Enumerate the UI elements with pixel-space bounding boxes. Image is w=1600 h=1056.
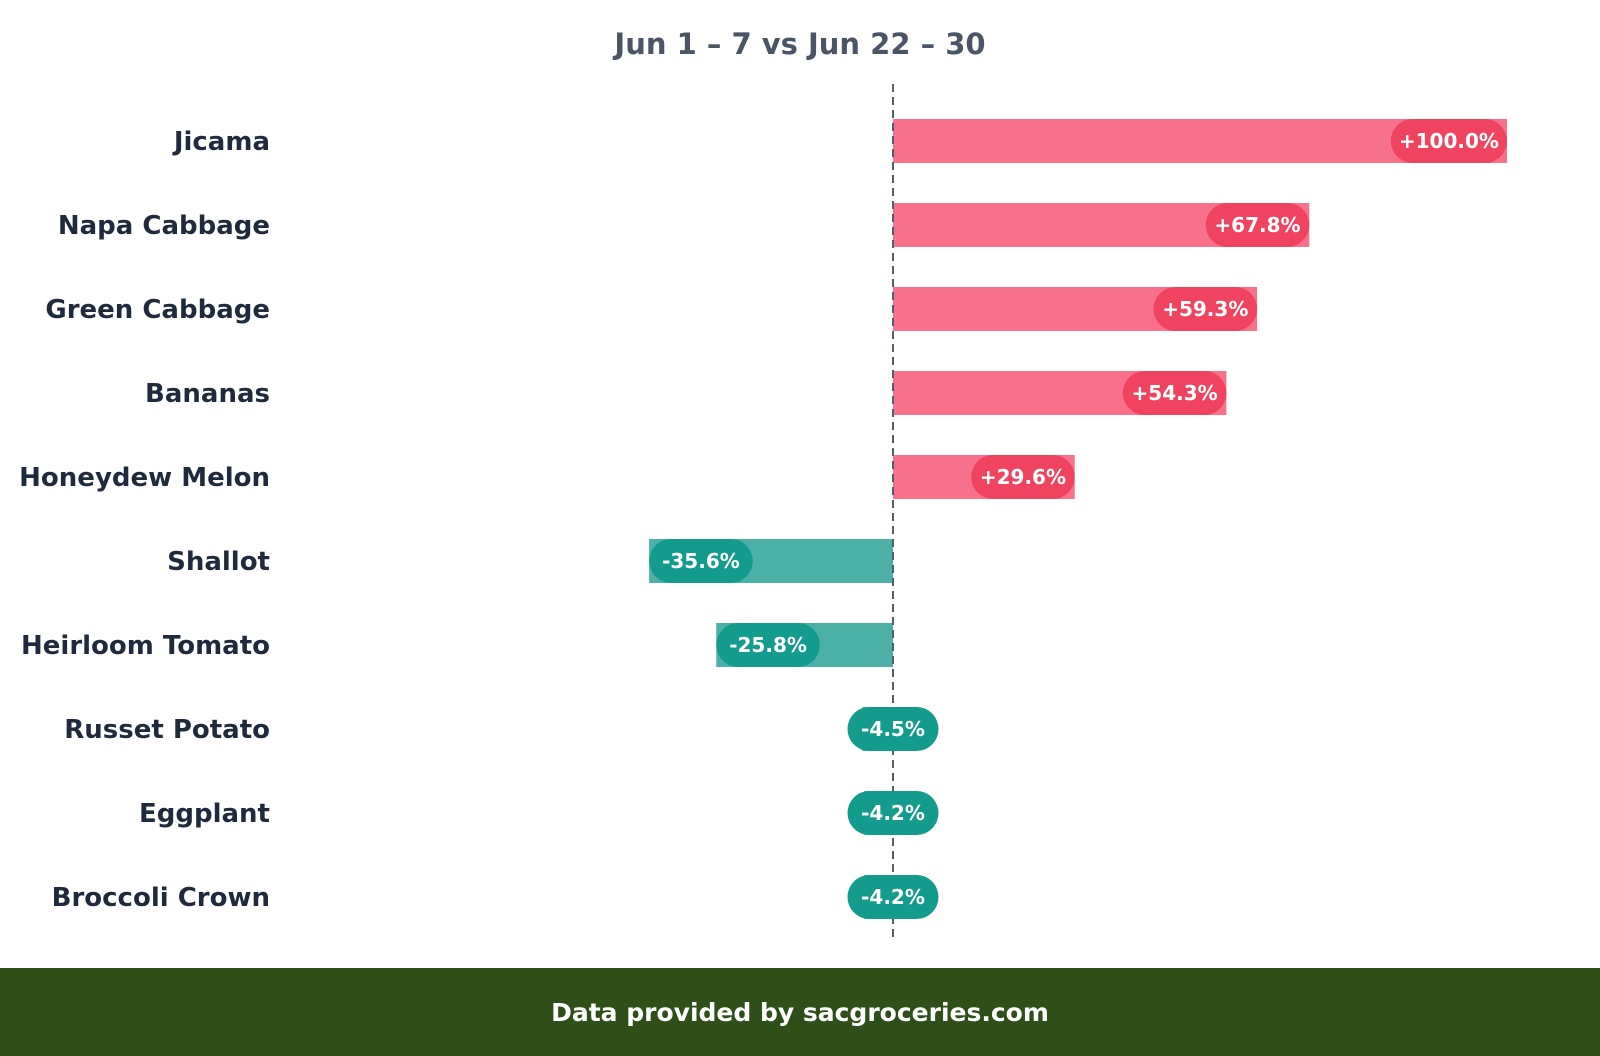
value-pill [1205, 203, 1310, 247]
value-label: -25.8% [729, 633, 807, 657]
category-label: Shallot [167, 547, 270, 577]
category-label: Honeydew Melon [19, 463, 270, 493]
value-pill [716, 623, 820, 667]
footer-text: Data provided by sacgroceries.com [551, 997, 1049, 1027]
value-label: +59.3% [1162, 297, 1248, 321]
category-label: Broccoli Crown [52, 883, 270, 913]
value-label: +100.0% [1399, 129, 1499, 153]
value-labels-layer: +100.0% +67.8% +59.3% +54.3% +29.6% -35.6% -25… [649, 119, 1507, 919]
value-label: +29.6% [980, 465, 1066, 489]
chart-title: Jun 1 – 7 vs Jun 22 – 30 [612, 27, 985, 61]
value-pill [847, 791, 939, 835]
chart-canvas: Jun 1 – 7 vs Jun 22 – 30 +100.0% +67.8% +5… [19, 27, 1507, 940]
value-label: -35.6% [662, 549, 740, 573]
category-label: Eggplant [139, 799, 270, 829]
value-pill [1390, 119, 1507, 163]
bars-layer [649, 119, 1507, 919]
category-label: Napa Cabbage [58, 211, 270, 241]
value-label: +67.8% [1214, 213, 1300, 237]
footer-banner: Data provided by sacgroceries.com [0, 968, 1600, 1056]
value-label: -4.2% [861, 885, 925, 909]
diverging-bar-chart: Jun 1 – 7 vs Jun 22 – 30 +100.0% +67.8% +5… [19, 27, 1507, 940]
value-pill [847, 875, 939, 919]
value-pill [1122, 371, 1227, 415]
value-pill [1153, 287, 1258, 331]
category-label: Jicama [172, 127, 270, 157]
value-label: -4.2% [861, 801, 925, 825]
category-label: Heirloom Tomato [21, 631, 270, 661]
value-pill [847, 707, 939, 751]
category-label: Russet Potato [64, 715, 270, 745]
category-label: Bananas [145, 379, 270, 409]
value-pill [649, 539, 753, 583]
value-label: -4.5% [861, 717, 925, 741]
value-label: +54.3% [1132, 381, 1218, 405]
category-label: Green Cabbage [45, 295, 270, 325]
category-labels-layer: Jicama Napa Cabbage Green Cabbage Bananas Ho… [19, 127, 270, 913]
value-pill [971, 455, 1075, 499]
